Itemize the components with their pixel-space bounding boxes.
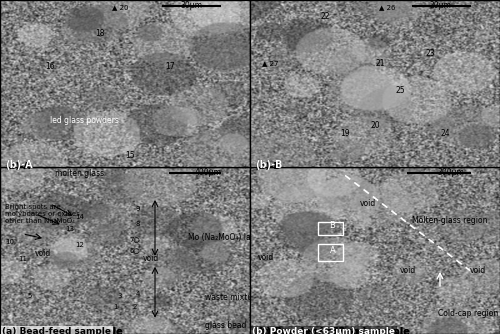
- Text: 9: 9: [135, 206, 140, 212]
- Text: void: void: [360, 199, 376, 208]
- Text: Cold-cap region: Cold-cap region: [438, 310, 498, 318]
- Text: 7○: 7○: [130, 236, 140, 242]
- Text: Molten-glass region: Molten-glass region: [412, 216, 488, 225]
- Text: 25: 25: [395, 86, 405, 95]
- Text: molten glass: molten glass: [55, 169, 104, 178]
- Text: (b) Powder (<63μm) sample: (b) Powder (<63μm) sample: [255, 327, 410, 334]
- Text: 1: 1: [113, 304, 117, 310]
- Text: 30μm: 30μm: [180, 1, 202, 10]
- Text: 2: 2: [133, 304, 137, 310]
- Text: ▲ 27: ▲ 27: [262, 60, 278, 66]
- Text: 19: 19: [340, 129, 350, 138]
- Text: 16: 16: [45, 62, 55, 71]
- Text: (b)-A: (b)-A: [5, 162, 30, 171]
- Text: (b)-B: (b)-B: [255, 160, 282, 170]
- Text: 20: 20: [370, 121, 380, 130]
- Text: (b)-B: (b)-B: [255, 162, 280, 171]
- Text: A: A: [330, 246, 336, 255]
- Text: 24: 24: [440, 129, 450, 138]
- Text: void: void: [400, 266, 416, 275]
- Text: void: void: [35, 249, 51, 258]
- Bar: [318, 244, 342, 261]
- Text: (a) Bead-feed sample: (a) Bead-feed sample: [5, 327, 123, 334]
- Text: 4: 4: [136, 291, 140, 297]
- Text: ▲ 26: ▲ 26: [380, 4, 396, 10]
- Text: (b)-A: (b)-A: [5, 160, 32, 170]
- Text: void: void: [142, 255, 159, 263]
- Text: 17: 17: [165, 62, 175, 71]
- Text: (a) Bead-feed sample: (a) Bead-feed sample: [5, 329, 114, 334]
- Text: B: B: [330, 221, 336, 230]
- Text: void: void: [258, 253, 274, 262]
- Text: waste mixture layer: waste mixture layer: [205, 293, 282, 302]
- Text: 5: 5: [28, 293, 32, 299]
- Text: 22: 22: [320, 12, 330, 21]
- Text: (b) Powder (<63μm) sample: (b) Powder (<63μm) sample: [252, 327, 396, 334]
- Text: ▲ 20: ▲ 20: [112, 4, 128, 10]
- Text: 14: 14: [76, 214, 84, 220]
- Text: 18: 18: [95, 29, 105, 38]
- Text: 8: 8: [135, 221, 140, 227]
- Text: 20μm: 20μm: [430, 1, 452, 10]
- Text: (b) Powder (<63μm) sample: (b) Powder (<63μm) sample: [255, 329, 398, 334]
- Text: 3: 3: [118, 293, 122, 299]
- Text: (b)-A: (b)-A: [5, 160, 32, 170]
- Text: glass bead: glass bead: [205, 321, 246, 330]
- Text: Bright spots are
molybdates or oxides
other than Na₂MoO₄: Bright spots are molybdates or oxides ot…: [5, 204, 80, 224]
- Text: (b)-B: (b)-B: [255, 160, 282, 170]
- Text: (a) Bead-feed sample: (a) Bead-feed sample: [5, 327, 123, 334]
- Text: 21: 21: [375, 59, 385, 68]
- Text: 15: 15: [125, 151, 135, 160]
- Text: 13: 13: [66, 226, 74, 232]
- Text: 400μm: 400μm: [195, 168, 222, 177]
- Text: (b) Powder (<63μm) sample: (b) Powder (<63μm) sample: [255, 327, 410, 334]
- Bar: [318, 222, 342, 235]
- Text: Mo (Na₂MoO₄) layer: Mo (Na₂MoO₄) layer: [188, 233, 262, 241]
- Text: (a) Bead-feed sample: (a) Bead-feed sample: [2, 327, 112, 334]
- Text: 6○: 6○: [130, 247, 140, 254]
- Text: 23: 23: [425, 49, 435, 58]
- Text: void: void: [470, 266, 486, 275]
- Text: 10: 10: [6, 239, 15, 245]
- Text: 12: 12: [76, 242, 84, 248]
- Text: led glass powders: led glass powders: [50, 116, 119, 125]
- Text: 11: 11: [18, 256, 27, 262]
- Text: 300μm: 300μm: [438, 168, 464, 177]
